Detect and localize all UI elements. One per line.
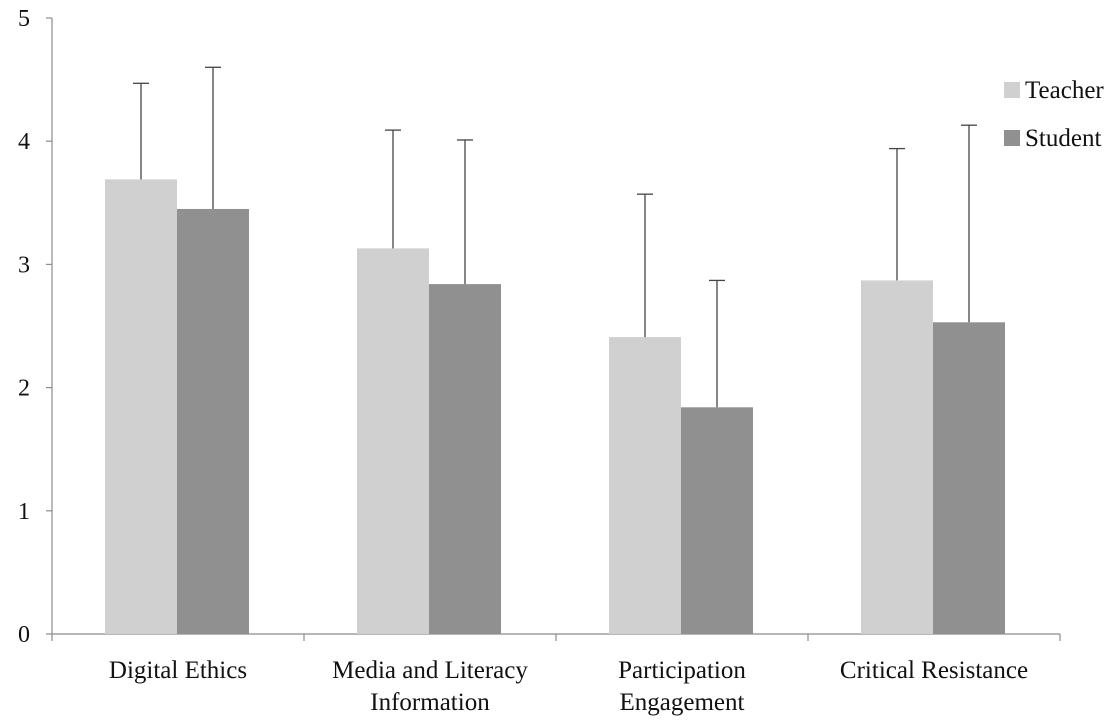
bar-teacher-2: [609, 337, 681, 634]
error-bars: [133, 66, 977, 408]
bars: [105, 179, 1005, 634]
y-tick-labels: 0 1 2 3 4 5: [18, 6, 30, 648]
bar-teacher-0: [105, 179, 177, 634]
legend-swatch-student: [1004, 130, 1020, 146]
bar-student-2: [681, 407, 753, 634]
y-tick-label: 5: [18, 6, 30, 32]
legend-label-teacher: Teacher: [1025, 77, 1104, 104]
category-label: Media and Literacy: [332, 657, 528, 684]
y-tick-label: 4: [18, 129, 30, 155]
category-labels: Digital Ethics Media and Literacy Informat…: [109, 657, 1028, 716]
bar-student-3: [933, 322, 1005, 634]
y-tick-label: 3: [18, 252, 30, 278]
bar-teacher-1: [357, 248, 429, 634]
legend-label-student: Student: [1025, 125, 1101, 152]
legend: Teacher Student: [1004, 77, 1104, 152]
y-tick-label: 2: [18, 376, 30, 402]
category-label: Engagement: [620, 689, 745, 716]
y-tick-label: 1: [18, 499, 30, 525]
category-label: Participation: [618, 657, 746, 684]
legend-swatch-teacher: [1004, 82, 1020, 98]
bar-teacher-3: [861, 280, 933, 634]
bar-student-0: [177, 208, 249, 634]
category-label: Digital Ethics: [109, 657, 247, 684]
category-label: Information: [370, 689, 490, 716]
category-label: Critical Resistance: [840, 657, 1028, 684]
y-tick-label: 0: [18, 622, 30, 648]
bar-student-1: [429, 284, 501, 634]
